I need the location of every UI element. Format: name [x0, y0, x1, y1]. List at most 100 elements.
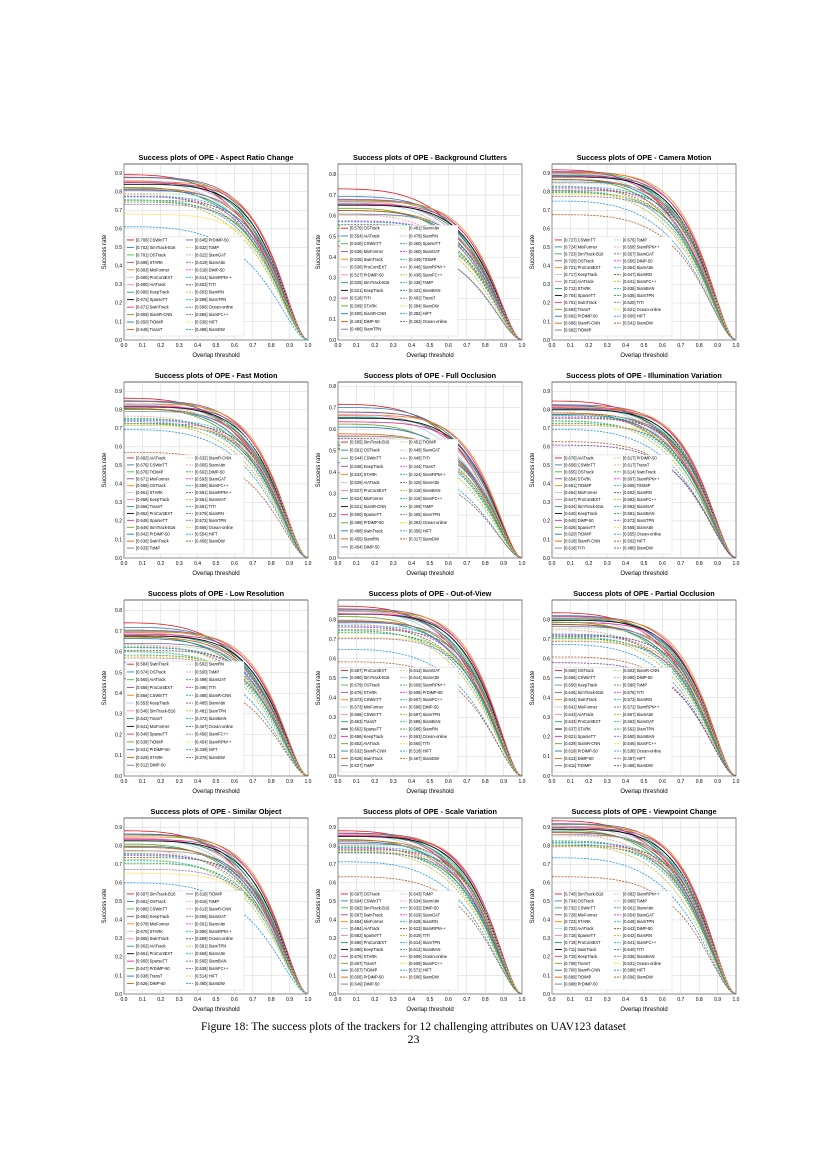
legend-entry: [0.711] SwinTrack — [564, 947, 597, 952]
legend-box — [339, 890, 459, 991]
legend-entry: [0.603] SiamRN — [195, 290, 224, 295]
legend-entry: [0.525] SimTrack-B16 — [350, 280, 390, 285]
series-line — [338, 844, 523, 995]
x-tick-label: 0.3 — [390, 561, 397, 567]
legend-entry: [0.606] TrDiMP — [623, 483, 651, 488]
series-line — [552, 618, 737, 777]
legend-entry: [0.506] SiamDW — [623, 975, 653, 980]
x-tick-label: 1.0 — [733, 561, 740, 567]
y-axis-label: Success rate — [102, 670, 108, 705]
legend-entry: [0.456] SiamDW — [623, 763, 653, 768]
series-line — [338, 629, 523, 777]
x-tick-label: 0.9 — [286, 343, 293, 349]
legend-entry: [0.487] HiFT — [623, 756, 646, 761]
y-tick-label: 0.7 — [329, 406, 336, 412]
y-axis-label: Success rate — [316, 234, 322, 269]
legend-entry: [0.617] TransT — [623, 462, 650, 467]
x-tick-label: 0.1 — [567, 561, 574, 567]
legend-entry: [0.620] TrDiMP — [564, 532, 592, 537]
legend-entry: [0.632] ToMP — [195, 245, 219, 250]
legend-entry: [0.502] SiamRN — [195, 662, 224, 667]
series-line — [337, 221, 523, 341]
legend-entry: [0.454] DiMP-50 — [350, 544, 380, 549]
legend-entry: [0.693] TransT — [564, 307, 591, 312]
series-line — [124, 182, 309, 341]
legend-entry: [0.531] PrDiMP-50 — [136, 747, 170, 752]
x-axis-label: Overlap threshold — [620, 789, 667, 795]
series-line — [338, 833, 523, 995]
series-line — [552, 189, 737, 341]
y-tick-label: 0.0 — [115, 774, 122, 780]
legend-entry: [0.621] Ocean-online — [623, 307, 662, 312]
x-tick-label: 0.9 — [714, 779, 721, 785]
x-tick-label: 0.1 — [139, 997, 146, 1003]
legend-entry: [0.665] SwinTrack — [136, 936, 170, 941]
legend-box — [125, 454, 245, 555]
legend-entry: [0.700] SiamR-CNN — [564, 968, 600, 973]
x-tick-label: 0.4 — [408, 343, 415, 349]
y-axis-label: Success rate — [102, 888, 108, 923]
x-tick-label: 0.4 — [622, 779, 629, 785]
legend-entry: [0.680] ToMP — [623, 898, 647, 903]
x-tick-label: 0.6 — [659, 561, 666, 567]
success-plot: Success plots of OPE - Aspect Ratio Chan… — [102, 153, 312, 359]
legend-entry: [0.541] MixFormer — [136, 724, 170, 729]
legend-entry: [0.684] AiATrack — [350, 926, 381, 931]
legend-entry: [0.618] TrDiMP — [195, 891, 223, 896]
legend-entry: [0.672] SparseTT — [136, 297, 168, 302]
y-tick-label: 0.9 — [329, 825, 336, 831]
legend-entry: [0.418] SiamBAN — [409, 488, 440, 493]
legend-entry: [0.673] CSWinTT — [350, 697, 382, 702]
y-tick-label: 0.2 — [543, 735, 550, 741]
series-line — [552, 857, 737, 995]
series-line — [338, 436, 523, 559]
legend-entry: [0.571] HiFT — [409, 968, 432, 973]
x-tick-label: 0.9 — [500, 343, 507, 349]
legend-entry: [0.596] Ocean-online — [195, 305, 234, 310]
y-tick-label: 0.1 — [543, 973, 550, 979]
x-tick-label: 0.8 — [268, 343, 275, 349]
legend-entry: [0.676] ToMP — [623, 237, 647, 242]
legend-entry: [0.645] PrDiMP-50 — [195, 237, 229, 242]
y-tick-label: 0.9 — [115, 825, 122, 831]
legend-entry: [0.650] TrDiMP — [136, 320, 164, 325]
chart-panel: Success plots of OPE - Illumination Vari… — [526, 368, 740, 580]
legend-entry: [0.489] SiamDW — [195, 327, 225, 332]
series-line — [552, 412, 737, 559]
x-tick-label: 0.4 — [194, 561, 201, 567]
legend-entry: [0.481] SiamTPN — [195, 708, 226, 713]
x-tick-label: 0.3 — [390, 779, 397, 785]
series-line — [124, 176, 309, 341]
legend-entry: [0.723] STARK — [564, 919, 591, 924]
legend-entry: [0.724] MixFormer — [564, 244, 598, 249]
y-axis-label: Success rate — [102, 452, 108, 487]
y-axis-label: Success rate — [102, 234, 108, 269]
legend-box — [339, 438, 459, 555]
x-tick-label: 0.9 — [714, 561, 721, 567]
legend-entry: [0.728] MixFormer — [564, 912, 598, 917]
legend-entry: [0.656] TransT — [136, 504, 163, 509]
x-tick-label: 0.8 — [482, 561, 489, 567]
legend-entry: [0.451] TrDiMP — [409, 440, 437, 445]
x-tick-label: 0.2 — [371, 561, 378, 567]
legend-entry: [0.454] SiamRPN++ — [195, 739, 232, 744]
series-line — [338, 417, 523, 559]
series-line — [552, 429, 737, 559]
legend-entry: [0.538] SiamFC++ — [195, 966, 229, 971]
legend-entry: [0.691] OSTrack — [136, 899, 167, 904]
legend-entry: [0.638] TransT — [136, 974, 163, 979]
legend-entry: [0.449] SiamGAT — [409, 448, 441, 453]
legend-entry: [0.384] SiamDW — [409, 303, 439, 308]
legend-box — [339, 225, 459, 337]
series-line — [551, 407, 737, 559]
series-line — [552, 638, 737, 777]
y-axis-label: Success rate — [316, 888, 322, 923]
legend-entry: [0.720] OSTrack — [564, 258, 595, 263]
y-tick-label: 0.6 — [543, 656, 550, 662]
x-tick-label: 0.9 — [500, 561, 507, 567]
legend-entry: [0.617] PrDiMP-50 — [623, 455, 657, 460]
legend-entry: [0.710] KeepTrack — [564, 954, 598, 959]
legend-entry: [0.536] KeepTrack — [350, 464, 384, 469]
legend-entry: [0.655] OSTrack — [564, 469, 595, 474]
x-tick-label: 1.0 — [305, 561, 312, 567]
